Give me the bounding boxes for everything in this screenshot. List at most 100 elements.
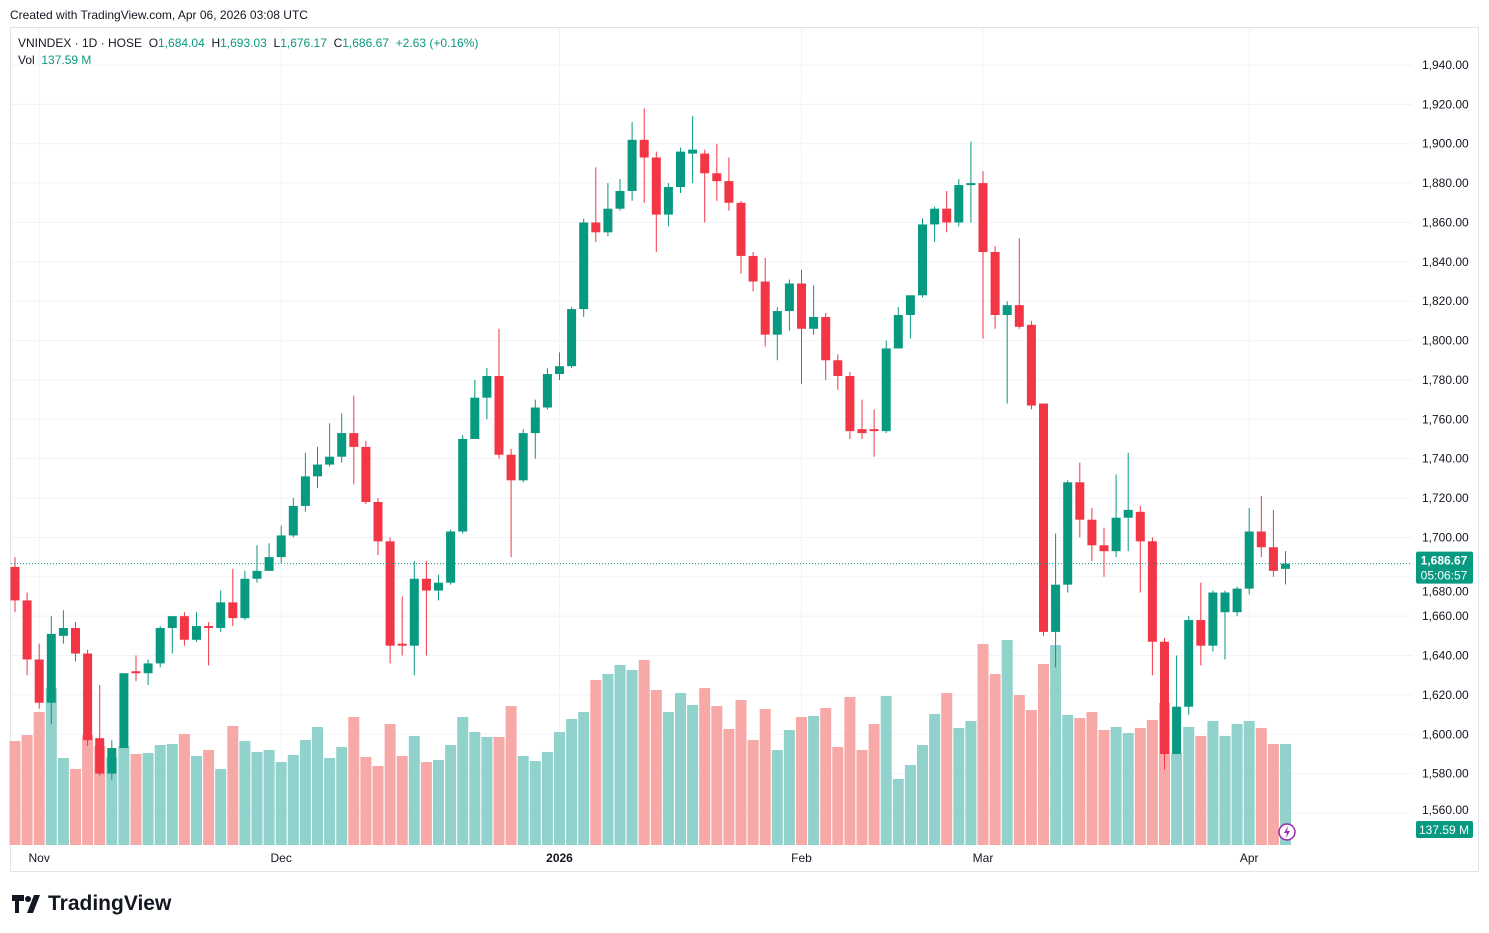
candle-body: [1196, 620, 1206, 646]
volume-bar: [1146, 719, 1158, 845]
volume-bar: [384, 724, 396, 845]
y-tick-label: 1,760.00: [1422, 412, 1469, 426]
candle-body: [83, 653, 93, 741]
y-tick-label: 1,600.00: [1422, 727, 1469, 741]
candle-body: [1063, 482, 1073, 585]
volume-bar: [372, 765, 384, 845]
volume-bar: [844, 696, 856, 845]
volume-bar: [1219, 735, 1231, 845]
volume-label[interactable]: Vol: [18, 53, 35, 67]
candle-body: [1051, 584, 1061, 632]
volume-bar: [94, 746, 106, 845]
candle-body: [567, 309, 577, 367]
candle-body: [1268, 547, 1278, 571]
y-tick-label: 1,660.00: [1422, 609, 1469, 623]
candle-body: [95, 738, 105, 774]
volume-bar: [1013, 695, 1025, 845]
candle-body: [1135, 511, 1145, 542]
volume-bar: [783, 730, 795, 845]
volume-bar: [1086, 712, 1098, 845]
close-value: 1,686.67: [342, 36, 389, 50]
volume-bar: [191, 756, 202, 845]
y-tick-label: 1,840.00: [1422, 255, 1469, 269]
candle-body: [1281, 563, 1290, 569]
tradingview-logo-icon: [12, 895, 40, 913]
volume-bar: [977, 643, 989, 845]
volume-bar: [796, 717, 807, 845]
candle-body: [300, 476, 310, 506]
volume-bar: [566, 719, 578, 845]
last-price-label: 1,686.67: [1421, 554, 1468, 568]
volume-bar: [312, 727, 323, 845]
last-volume-badge: [1416, 821, 1473, 838]
volume-bar: [493, 736, 505, 845]
volume-bar: [21, 735, 33, 845]
volume-bar: [832, 746, 844, 845]
volume-bar: [348, 717, 360, 845]
x-tick-label: 2026: [546, 851, 573, 865]
candle-body: [325, 456, 335, 465]
candle-body: [1232, 588, 1242, 613]
volume-bar: [868, 724, 880, 845]
candle-body: [179, 616, 189, 640]
candle-body: [397, 643, 407, 646]
volume-bar: [626, 669, 638, 845]
volume-bar: [251, 751, 263, 845]
y-tick-label: 1,880.00: [1422, 176, 1469, 190]
volume-bar: [650, 690, 662, 845]
volume-bar: [1001, 640, 1013, 845]
candle-body: [555, 366, 564, 375]
candle-body: [857, 429, 867, 434]
volume-bar: [469, 732, 481, 845]
candle-body: [22, 600, 32, 660]
volume-bar: [1122, 733, 1134, 845]
volume-bar: [142, 753, 154, 845]
candle-body: [603, 208, 613, 233]
volume-bar: [215, 769, 227, 845]
candle-body: [893, 314, 903, 349]
candle-body: [385, 541, 395, 646]
symbol-label[interactable]: VNINDEX · 1D · HOSE: [18, 36, 143, 50]
volume-bar: [602, 674, 614, 845]
volume-bar: [1243, 720, 1255, 845]
volume-bar: [166, 743, 178, 845]
candle-body: [918, 224, 927, 296]
candle-body: [192, 625, 201, 640]
candle-body: [46, 633, 56, 703]
candle-body: [34, 659, 44, 703]
volume-bar: [445, 745, 457, 845]
candle-body: [1208, 592, 1218, 646]
volume-bar: [118, 746, 130, 845]
candle-body: [361, 446, 371, 502]
tradingview-logo[interactable]: TradingView: [12, 892, 171, 916]
candle-body: [421, 578, 431, 591]
volume-bar: [45, 688, 57, 845]
volume-bar: [856, 749, 868, 845]
created-with-text: Created with TradingView.com, Apr 06, 20…: [10, 8, 308, 22]
candle-body: [494, 376, 504, 455]
candle-body: [1026, 324, 1036, 406]
candle-body: [252, 570, 262, 579]
volume-bar: [1110, 727, 1122, 845]
candle-body: [313, 464, 322, 477]
candle-body: [1087, 519, 1097, 546]
volume-bar: [989, 674, 1001, 845]
candle-body: [131, 671, 141, 674]
candle-body: [204, 625, 214, 628]
candle-body: [615, 190, 625, 209]
volume-bar: [1159, 703, 1170, 845]
candle-body: [434, 582, 443, 591]
volume-bar: [917, 745, 928, 845]
candle-body: [1172, 706, 1182, 754]
volume-bar: [747, 740, 759, 845]
candle-body: [228, 602, 238, 619]
x-tick-label: Nov: [29, 851, 50, 865]
candle-body: [627, 139, 637, 191]
candle-body: [1111, 517, 1121, 552]
candle-body: [276, 535, 286, 558]
volume-bar: [892, 778, 904, 845]
y-tick-label: 1,640.00: [1422, 649, 1469, 663]
candle-body: [107, 748, 117, 774]
candle-body: [1123, 509, 1133, 518]
